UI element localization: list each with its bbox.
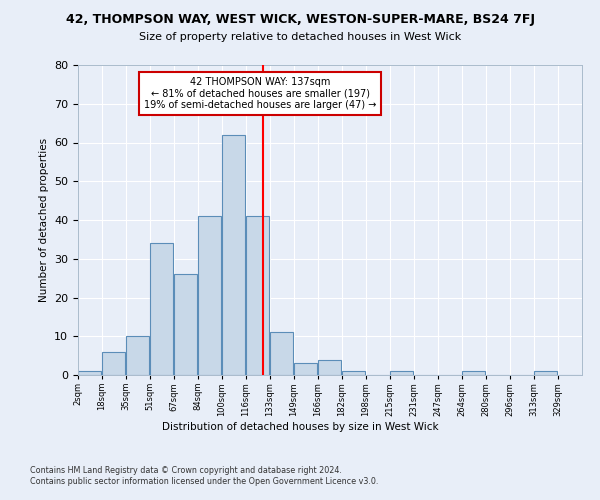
Bar (534, 371, 557, 375)
Bar (126, 336, 149, 375)
Bar (150, 244, 173, 375)
Text: Size of property relative to detached houses in West Wick: Size of property relative to detached ho… (139, 32, 461, 42)
Bar (342, 371, 365, 375)
Bar (222, 134, 245, 375)
Bar (174, 274, 197, 375)
Bar (198, 216, 221, 375)
Bar (462, 371, 485, 375)
Text: Contains public sector information licensed under the Open Government Licence v3: Contains public sector information licen… (30, 478, 379, 486)
Bar (318, 360, 341, 375)
Text: Contains HM Land Registry data © Crown copyright and database right 2024.: Contains HM Land Registry data © Crown c… (30, 466, 342, 475)
Bar (78, 371, 101, 375)
Y-axis label: Number of detached properties: Number of detached properties (38, 138, 49, 302)
Bar (270, 332, 293, 375)
Bar (246, 216, 269, 375)
Bar (102, 352, 125, 375)
Bar (294, 364, 317, 375)
Text: 42, THOMPSON WAY, WEST WICK, WESTON-SUPER-MARE, BS24 7FJ: 42, THOMPSON WAY, WEST WICK, WESTON-SUPE… (65, 12, 535, 26)
Text: Distribution of detached houses by size in West Wick: Distribution of detached houses by size … (161, 422, 439, 432)
Bar (390, 371, 413, 375)
Text: 42 THOMPSON WAY: 137sqm
← 81% of detached houses are smaller (197)
19% of semi-d: 42 THOMPSON WAY: 137sqm ← 81% of detache… (144, 76, 376, 110)
